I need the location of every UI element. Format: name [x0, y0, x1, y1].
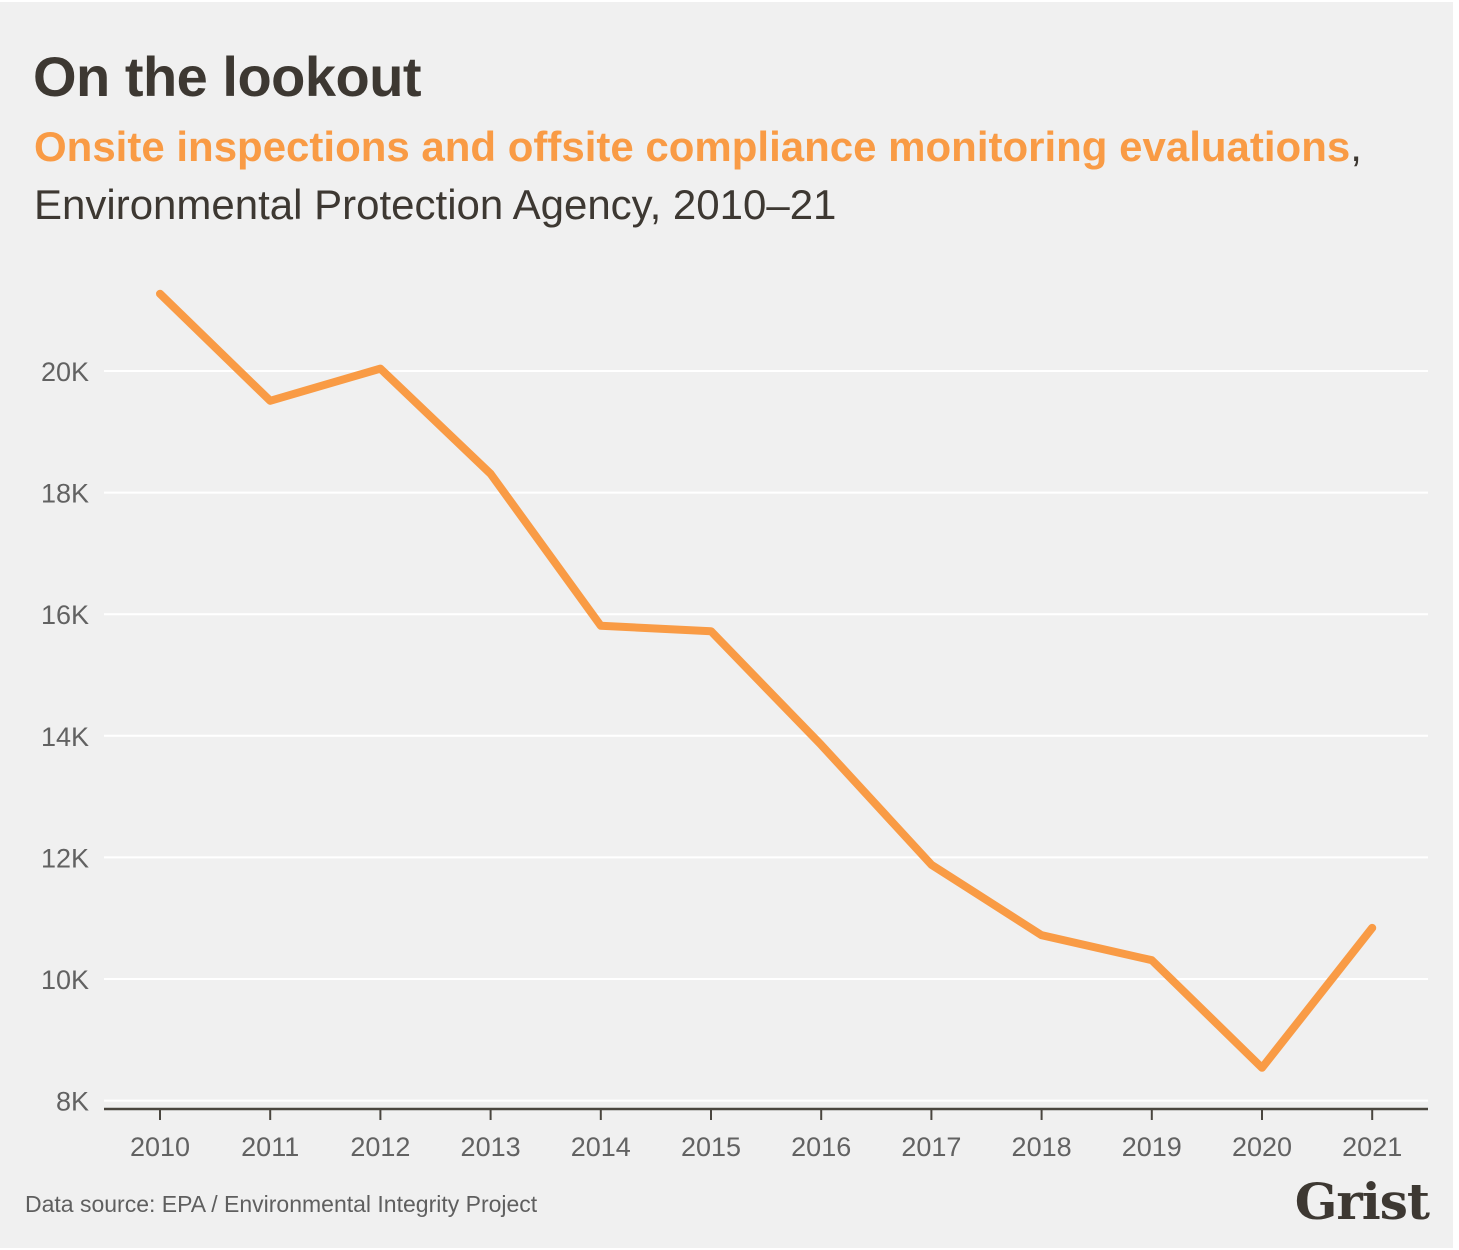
- x-tick-label: 2019: [1122, 1132, 1182, 1162]
- subtitle-rest: , Environmental Protection Agency, 2010–…: [34, 123, 1362, 228]
- y-tick-label: 16K: [41, 600, 89, 630]
- x-tick-label: 2013: [461, 1132, 521, 1162]
- gridlines: [104, 370, 1428, 1102]
- grist-logo: Grist: [1294, 1172, 1430, 1231]
- series-group: [156, 289, 1377, 1072]
- x-tick-label: 2012: [350, 1132, 410, 1162]
- data-source: Data source: EPA / Environmental Integri…: [25, 1191, 538, 1217]
- series-line: [156, 289, 1377, 1072]
- x-tick-label: 2014: [571, 1132, 631, 1162]
- chart-subtitle: Onsite inspections and offsite complianc…: [34, 118, 1414, 234]
- x-tick-label: 2018: [1012, 1132, 1072, 1162]
- y-tick-label: 8K: [56, 1087, 89, 1117]
- x-tick-label: 2021: [1342, 1132, 1402, 1162]
- y-tick-label: 10K: [41, 965, 89, 995]
- x-tick-label: 2017: [901, 1132, 961, 1162]
- y-tick-label: 14K: [41, 722, 89, 752]
- y-tick-label: 12K: [41, 843, 89, 873]
- y-axis: 8K 10K 12K 14K 16K 18K 20K: [41, 357, 89, 1117]
- subtitle-highlight: Onsite inspections and offsite complianc…: [34, 123, 1351, 170]
- x-tick-label: 2010: [130, 1132, 190, 1162]
- y-tick-label: 20K: [41, 357, 89, 387]
- x-tick-label: 2011: [241, 1132, 299, 1162]
- chart-title: On the lookout: [33, 45, 422, 108]
- x-tick-label: 2015: [681, 1132, 741, 1162]
- x-tick-label: 2016: [791, 1132, 851, 1162]
- x-tick-label: 2020: [1232, 1132, 1292, 1162]
- x-axis: 2010 2011 2012 2013 2014 2015 2016 2017 2018 2019…: [104, 1107, 1428, 1162]
- y-tick-label: 18K: [41, 479, 89, 509]
